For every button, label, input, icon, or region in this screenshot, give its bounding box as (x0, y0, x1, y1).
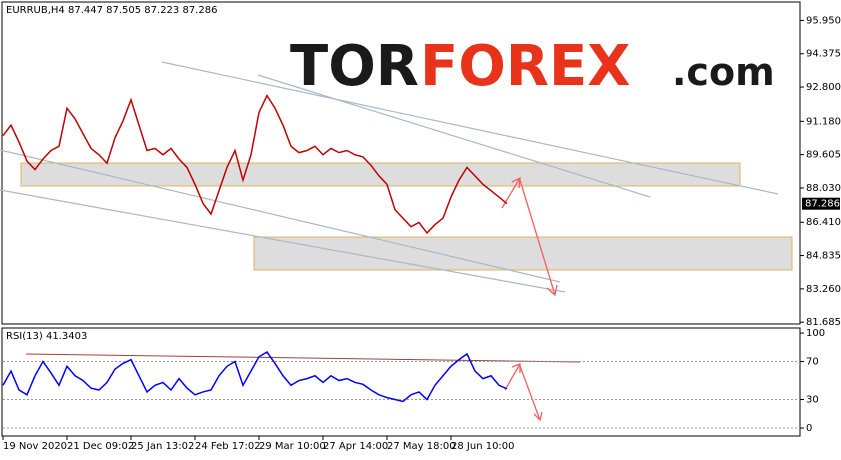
x-tick-label: 25 Jan 13:02 (131, 441, 194, 452)
logo-right: .com (672, 50, 775, 94)
chart-title: EURRUB,H4 87.447 87.505 87.223 87.286 (6, 5, 217, 16)
x-tick-label: 27 May 18:00 (387, 441, 456, 452)
arrows (501, 176, 558, 422)
y-tick-label: 95.950 (806, 15, 841, 26)
logo-left: TOR (290, 34, 419, 99)
y-tick-label: 84.835 (806, 251, 841, 262)
x-tick-label: 27 Apr 14:00 (323, 441, 388, 452)
y-tick-label: 0 (806, 423, 812, 434)
y-tick-label: 91.180 (806, 116, 841, 127)
y-tick-label: 94.375 (806, 49, 841, 60)
zone-lower (253, 236, 793, 271)
x-tick-label: 21 Dec 09:02 (67, 441, 134, 452)
series-line (2, 351, 508, 403)
rsi-title: RSI(13) 41.3403 (6, 331, 87, 342)
logo-middle: FOREX (420, 34, 630, 99)
zone-upper (20, 162, 741, 187)
x-tick-label: 24 Feb 17:02 (195, 441, 261, 452)
y-tick-label: 100 (806, 328, 825, 339)
series-line (2, 93, 508, 235)
y-tick-label: 70 (806, 357, 819, 368)
x-tick-label: 28 Jun 10:00 (451, 441, 515, 452)
rsi-trend (25, 353, 581, 363)
y-tick-label: 92.800 (806, 82, 841, 93)
y-tick-label: 89.605 (806, 150, 841, 161)
y-tick-label: 83.260 (806, 284, 841, 295)
price-tag-bg (802, 197, 840, 210)
y-tick-label: 81.685 (806, 317, 841, 328)
y-tick-label: 30 (806, 395, 819, 406)
x-tick-label: 29 Mar 10:00 (259, 441, 326, 452)
x-tick-label: 19 Nov 2020 (3, 441, 67, 452)
rsi-panel (1, 327, 801, 437)
current-price: 87.286 (805, 199, 840, 210)
y-tick-label: 86.410 (806, 217, 841, 228)
channel-lines (0, 61, 779, 293)
y-tick-label: 88.030 (806, 183, 841, 194)
